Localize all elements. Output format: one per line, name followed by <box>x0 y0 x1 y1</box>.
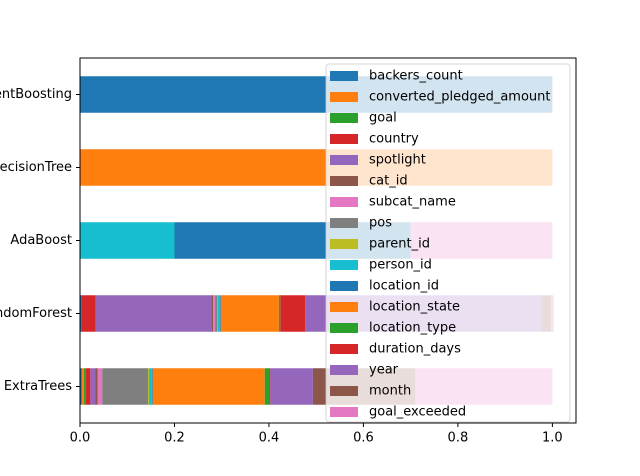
legend-swatch <box>330 92 358 102</box>
bar-segment <box>219 295 221 332</box>
bar-segment <box>270 368 313 405</box>
legend-swatch <box>330 323 358 333</box>
legend-label: cat_id <box>369 174 408 189</box>
axes: 0.0 0.2 0.4 0.6 0.8 1.0 ExtraTrees RandomForest… <box>0 57 577 446</box>
y-tick-label: AdaBoost <box>10 233 72 248</box>
legend-label: goal <box>369 111 397 126</box>
legend-label: year <box>369 363 399 378</box>
bar-segment <box>80 295 82 332</box>
bar-segment <box>97 368 103 405</box>
y-tick-label: RandomForest <box>0 306 72 321</box>
y-tick-label: ExtraTrees <box>4 379 72 394</box>
legend-swatch <box>330 281 358 291</box>
bar-segment <box>95 295 212 332</box>
bar-segment <box>211 295 214 332</box>
legend-label: month <box>369 384 411 399</box>
x-tick-label: 0.0 <box>70 431 91 446</box>
x-tick-label: 0.6 <box>353 431 374 446</box>
legend-swatch <box>330 197 358 207</box>
legend-swatch <box>330 176 358 186</box>
bar-segment <box>151 368 153 405</box>
legend-swatch <box>330 302 358 312</box>
legend-swatch <box>330 260 358 270</box>
legend-swatch <box>330 71 358 81</box>
legend-label: converted_pledged_amount <box>369 90 551 105</box>
legend-label: spotlight <box>369 153 426 168</box>
bar-segment <box>215 295 217 332</box>
x-tick-label: 0.4 <box>259 431 280 446</box>
bar-segment <box>280 295 306 332</box>
legend-label: location_state <box>369 300 460 315</box>
legend-label: location_id <box>369 279 439 294</box>
x-tick-label: 0.2 <box>164 431 185 446</box>
y-tick-label: GradientBoosting <box>0 87 72 102</box>
x-tick-label: 0.8 <box>448 431 469 446</box>
legend-label: pos <box>369 216 392 231</box>
legend-swatch <box>330 113 358 123</box>
legend-swatch <box>330 239 358 249</box>
legend-swatch <box>330 386 358 396</box>
legend-label: goal_exceeded <box>369 405 466 420</box>
legend-swatch <box>330 365 358 375</box>
y-tick-label: DecisionTree <box>0 160 72 175</box>
legend-label: location_type <box>369 321 456 336</box>
legend-swatch <box>330 134 358 144</box>
legend-label: parent_id <box>369 237 430 252</box>
bar-segment <box>217 295 220 332</box>
legend-label: backers_count <box>369 69 463 84</box>
bar-segment <box>278 295 281 332</box>
bar-segment <box>220 295 279 332</box>
bar-segment <box>102 368 149 405</box>
bar-segment <box>90 368 96 405</box>
bar-segment <box>81 295 96 332</box>
bar-segment <box>264 368 270 405</box>
bar-segment <box>83 368 86 405</box>
legend-swatch <box>330 218 358 228</box>
bar-segment <box>95 368 98 405</box>
bar-segment <box>148 368 152 405</box>
bar-segment <box>85 368 91 405</box>
legend: backers_count converted_pledged_amountgoa… <box>325 63 571 423</box>
legend-swatch <box>330 407 358 417</box>
bar-segment <box>269 368 271 405</box>
legend-label: subcat_name <box>369 195 456 210</box>
bar-segment <box>80 368 82 405</box>
bar-segment <box>213 295 216 332</box>
legend-swatch <box>330 155 358 165</box>
bar-segment <box>216 295 218 332</box>
bar-segment <box>80 222 175 259</box>
legend-label: duration_days <box>369 342 461 357</box>
legend-swatch <box>330 344 358 354</box>
legend-label: person_id <box>369 258 432 273</box>
bar-segment <box>148 368 149 405</box>
legend-label: country <box>369 132 419 147</box>
bar-segment <box>81 368 84 405</box>
x-tick-label: 1.0 <box>542 431 563 446</box>
bar-segment <box>152 368 265 405</box>
legend-box <box>325 63 571 423</box>
